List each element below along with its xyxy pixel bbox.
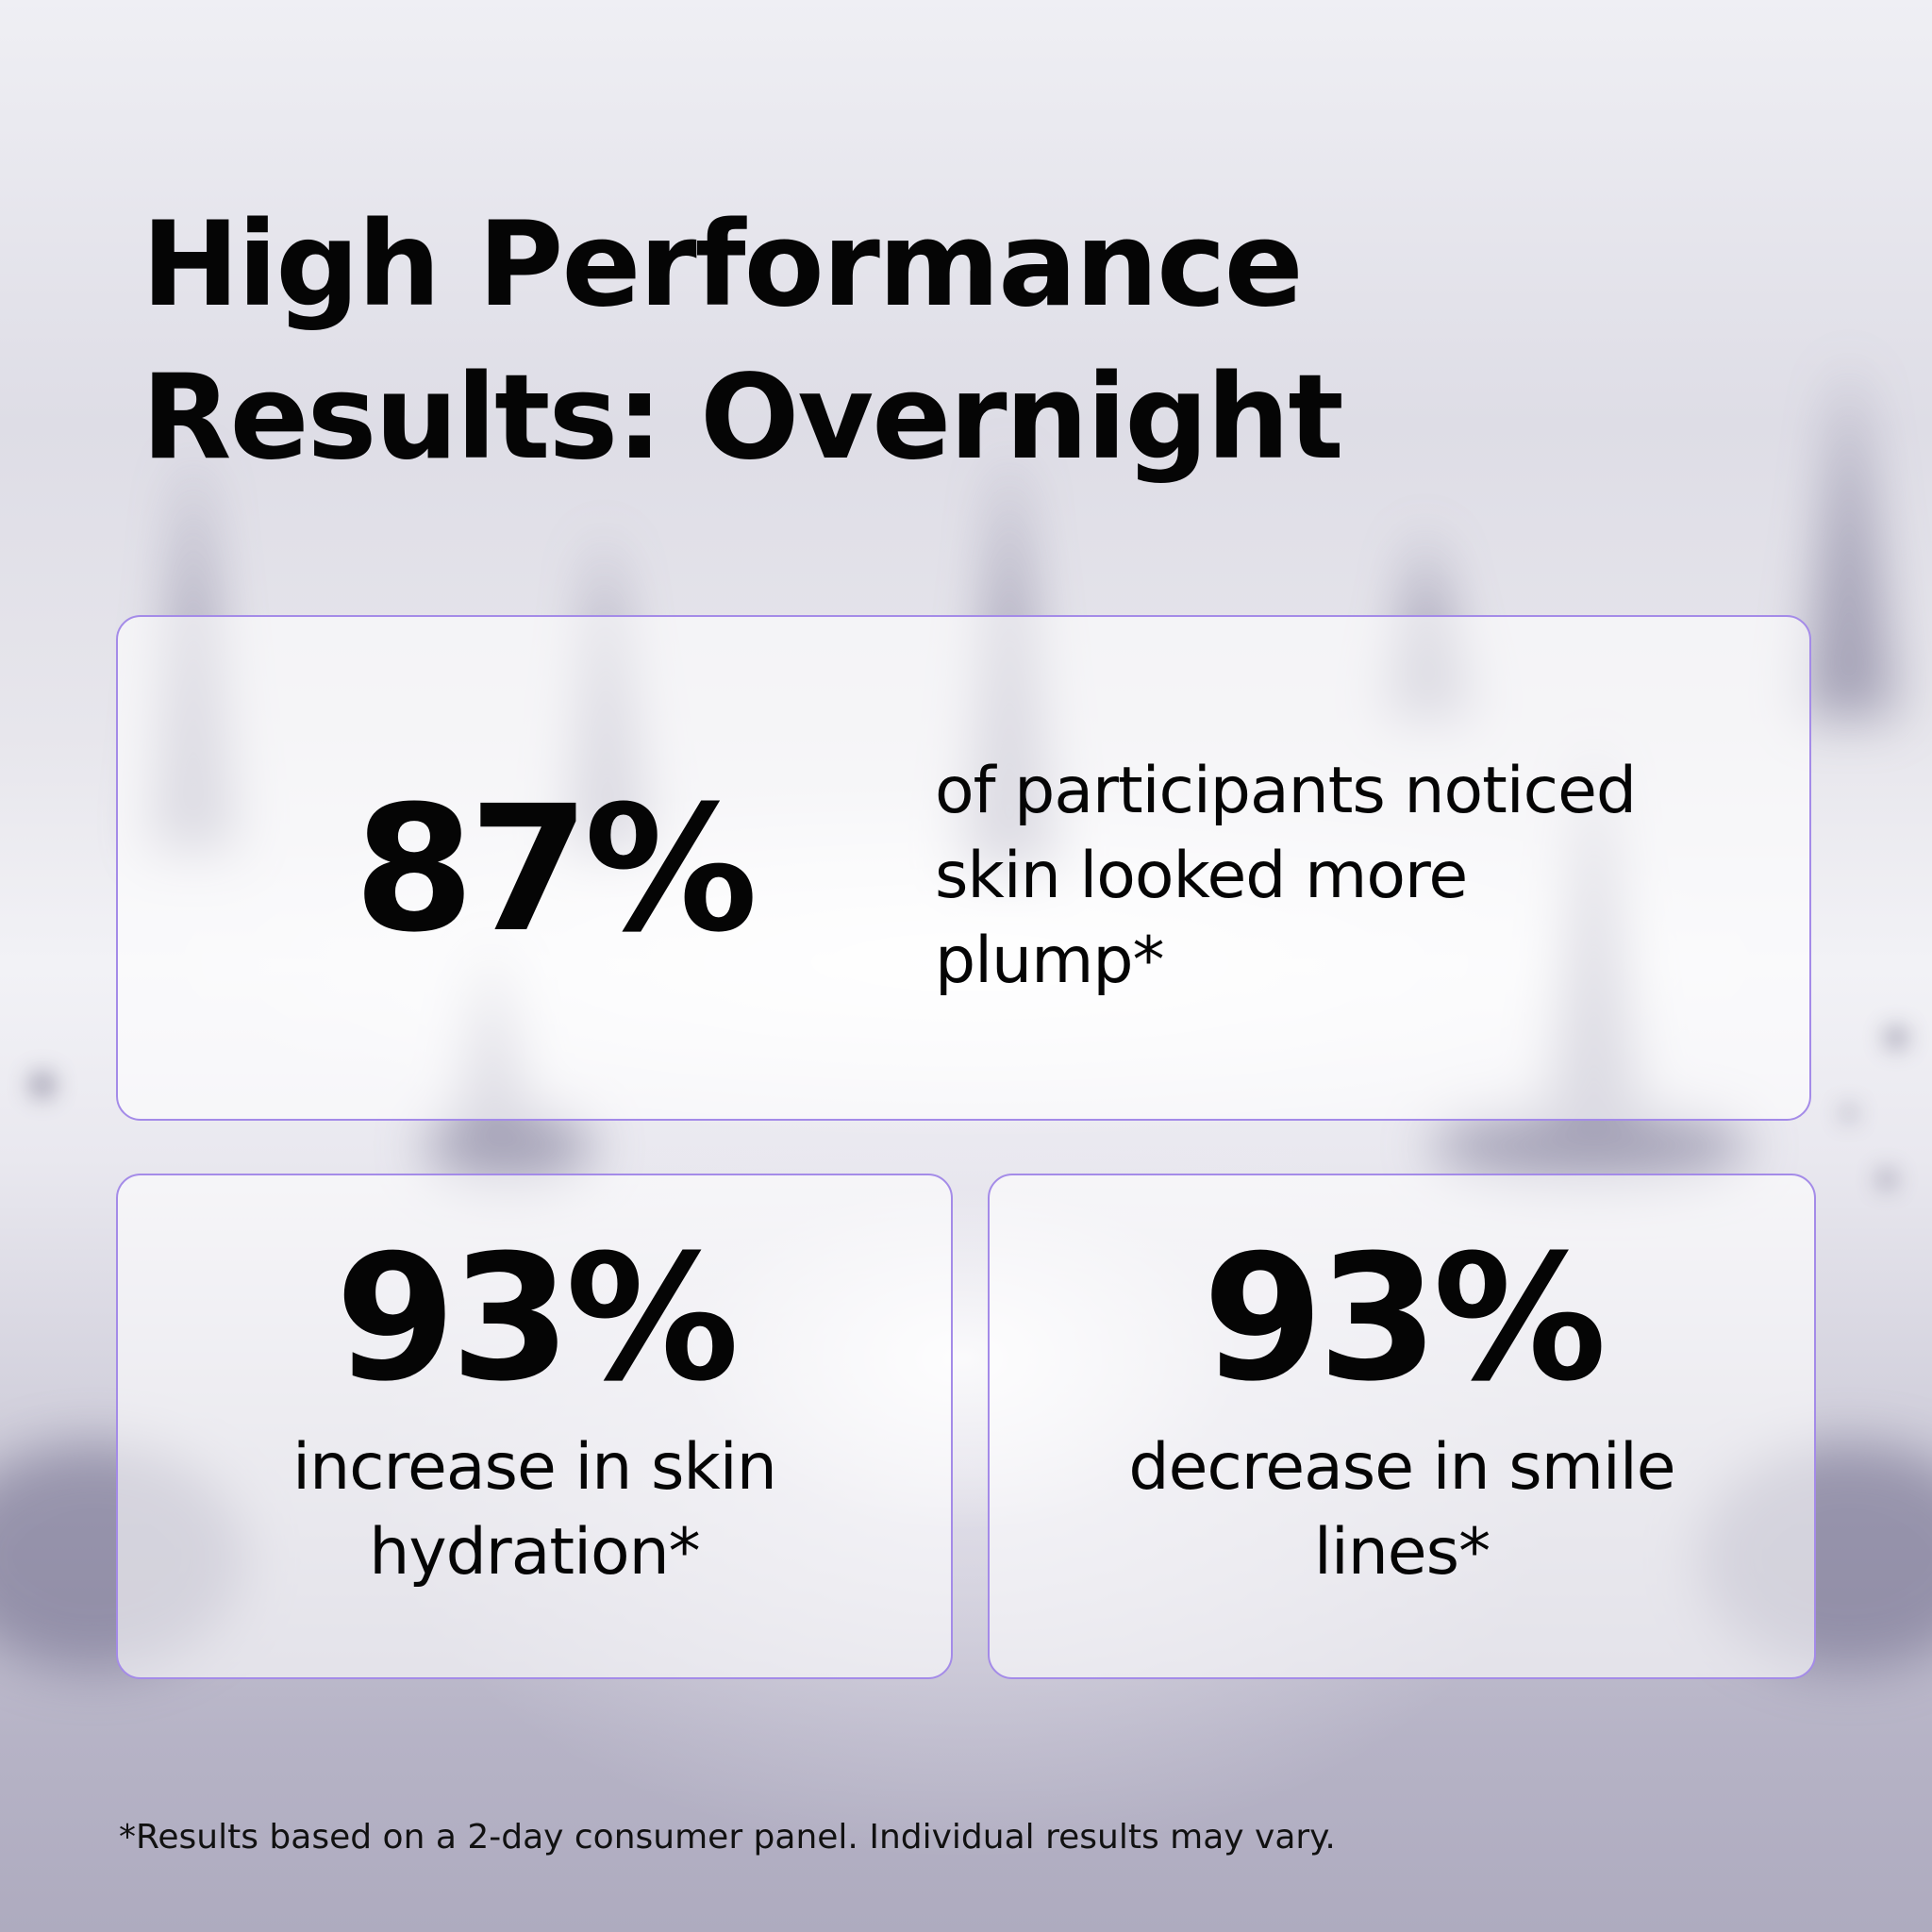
stat-description-line: skin looked more	[935, 839, 1468, 913]
stat-description-line: increase in skin	[292, 1430, 777, 1505]
stat-description: decrease in smile lines*	[1008, 1425, 1795, 1595]
headline-line-2: Results: Overnight	[142, 350, 1344, 486]
stat-card-plump: 87% of participants noticed skin looked …	[116, 615, 1811, 1121]
stat-value: 93%	[1202, 1218, 1607, 1420]
stat-card-smile-lines: 93% decrease in smile lines*	[988, 1174, 1816, 1679]
stat-description-line: decrease in smile	[1128, 1430, 1675, 1505]
stat-description-line: lines*	[1313, 1515, 1491, 1590]
stat-description-line: of participants noticed	[935, 754, 1637, 828]
headline-line-1: High Performance	[142, 197, 1304, 333]
stat-value: 87%	[354, 769, 758, 971]
stat-card-hydration: 93% increase in skin hydration*	[116, 1174, 953, 1679]
stat-description-line: hydration*	[369, 1515, 700, 1590]
stat-description: increase in skin hydration*	[137, 1425, 932, 1595]
stat-value: 93%	[335, 1218, 739, 1420]
stat-description: of participants noticed skin looked more…	[935, 749, 1784, 1004]
stat-description-line: plump*	[935, 924, 1165, 998]
page-headline: High Performance Results: Overnight	[142, 189, 1462, 494]
disclaimer-footnote: *Results based on a 2-day consumer panel…	[119, 1818, 1336, 1857]
